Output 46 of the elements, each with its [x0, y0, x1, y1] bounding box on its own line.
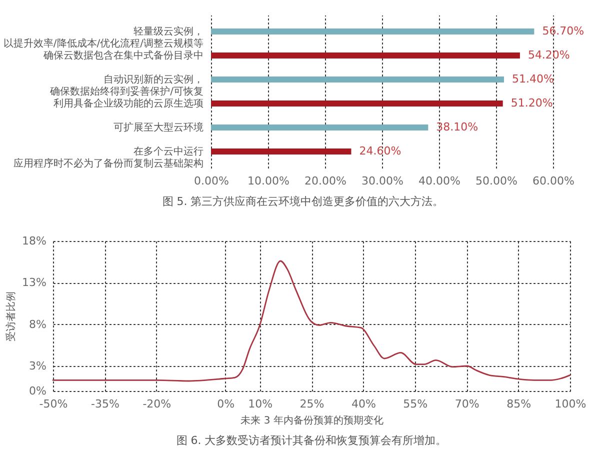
- x-tick-label: 70%: [454, 398, 480, 410]
- x-tick-label: 20.00%: [304, 174, 346, 188]
- y-axis-title: 受访者比例: [5, 292, 18, 342]
- x-tick-label: 0.00%: [194, 174, 229, 188]
- x-tick-label: -35%: [90, 398, 120, 410]
- x-tick-label: 10%: [248, 398, 273, 410]
- bar: [211, 148, 352, 154]
- y-tick-label: 自动识别新的云实例，确保数据始终得到妥善保护/可恢复: [49, 74, 204, 98]
- y-tick-label: 3%: [29, 360, 46, 372]
- x-tick-label: 85%: [506, 398, 532, 410]
- bar: [211, 28, 534, 35]
- x-axis-title: 未来 3 年内备份预算的预期变化: [240, 414, 384, 426]
- text: 图 6. 大多数受访者预计其备份和恢复预算会有所增加。: [176, 434, 447, 447]
- x-tick-label: 25%: [300, 398, 324, 410]
- x-tick-label: 0%: [217, 398, 235, 410]
- data-label: 51.40%: [512, 72, 554, 86]
- bar: [211, 76, 504, 83]
- bar: [211, 100, 503, 106]
- y-tick-label: 可扩展至大型云环境: [114, 121, 204, 134]
- x-tick-label: 40.00%: [418, 174, 460, 188]
- y-tick-label: 18%: [22, 234, 46, 248]
- x-tick-label: -20%: [142, 398, 172, 410]
- y-tick-label: 在多个云中运行应用程序时不必为了备份而复制云基础架构: [14, 145, 204, 170]
- y-tick-label: 0%: [29, 384, 46, 398]
- text: 图 5. 第三方供应商在云环境中创造更多价值的六大方法。: [162, 195, 444, 208]
- x-tick-label: -50%: [39, 398, 68, 410]
- y-tick-label: 13%: [22, 276, 46, 290]
- y-tick-label: 确保云数据包含在集中式备份目录中: [42, 50, 204, 62]
- x-tick-label: 60.00%: [532, 174, 574, 188]
- bar: [211, 52, 520, 59]
- y-tick-label: 8%: [29, 318, 46, 331]
- y-tick-label: 利用具备企业级功能的云原生选项: [54, 97, 204, 110]
- y-tick-label: 轻量级云实例，以提升效率/降低成本/优化流程/调整云规模等: [3, 26, 204, 50]
- data-label: 56.70%: [542, 24, 584, 38]
- x-tick-label: 10.00%: [248, 174, 290, 188]
- x-tick-label: 40%: [351, 398, 376, 410]
- x-tick-label: 55%: [403, 398, 428, 410]
- line-series: [52, 260, 571, 382]
- x-tick-label: 100%: [554, 398, 586, 410]
- x-tick-label: 30.00%: [362, 174, 404, 188]
- bar: [211, 124, 428, 130]
- data-label: 24.60%: [359, 144, 402, 158]
- x-tick-label: 50.00%: [476, 174, 518, 188]
- data-label: 38.10%: [436, 120, 478, 134]
- data-label: 51.20%: [510, 96, 553, 110]
- data-label: 54.20%: [528, 48, 570, 62]
